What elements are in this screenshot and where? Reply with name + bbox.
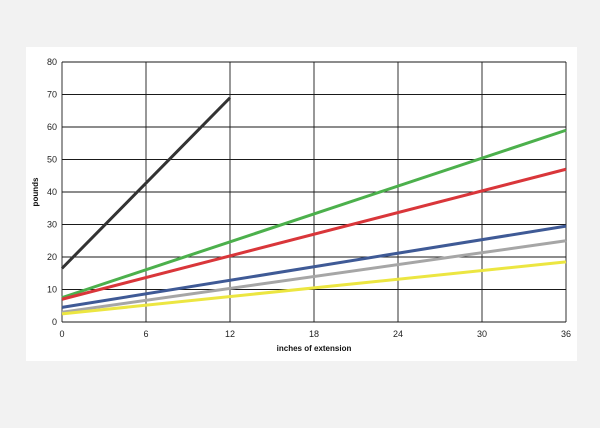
series-line-5 — [61, 239, 567, 314]
y-tick-label: 0 — [52, 317, 57, 327]
y-tick-label: 50 — [47, 155, 57, 165]
series-line-1 — [60, 96, 232, 270]
y-tick-label: 40 — [47, 187, 57, 197]
x-tick-label: 12 — [225, 329, 235, 339]
x-tick-label: 36 — [561, 329, 571, 339]
x-tick-label: 6 — [143, 329, 148, 339]
y-tick-label: 20 — [47, 252, 57, 262]
series-line-3 — [61, 167, 567, 301]
x-tick-label: 18 — [309, 329, 319, 339]
series-line-4 — [61, 224, 567, 309]
y-tick-label: 60 — [47, 122, 57, 132]
series-line-6 — [61, 260, 567, 316]
chart-series — [60, 96, 567, 316]
y-tick-label: 30 — [47, 220, 57, 230]
x-axis-title: inches of extension — [277, 344, 352, 353]
x-tick-label: 0 — [59, 329, 64, 339]
series-line-2 — [61, 128, 567, 300]
y-axis-ticks: 0 10 20 30 40 50 60 70 80 — [47, 57, 57, 327]
x-tick-label: 30 — [477, 329, 487, 339]
y-tick-label: 80 — [47, 57, 57, 67]
y-axis-title: pounds — [31, 177, 40, 206]
y-tick-label: 10 — [47, 285, 57, 295]
x-axis-ticks: 0 6 12 18 24 30 36 — [59, 329, 571, 339]
x-tick-label: 24 — [393, 329, 403, 339]
y-tick-label: 70 — [47, 90, 57, 100]
